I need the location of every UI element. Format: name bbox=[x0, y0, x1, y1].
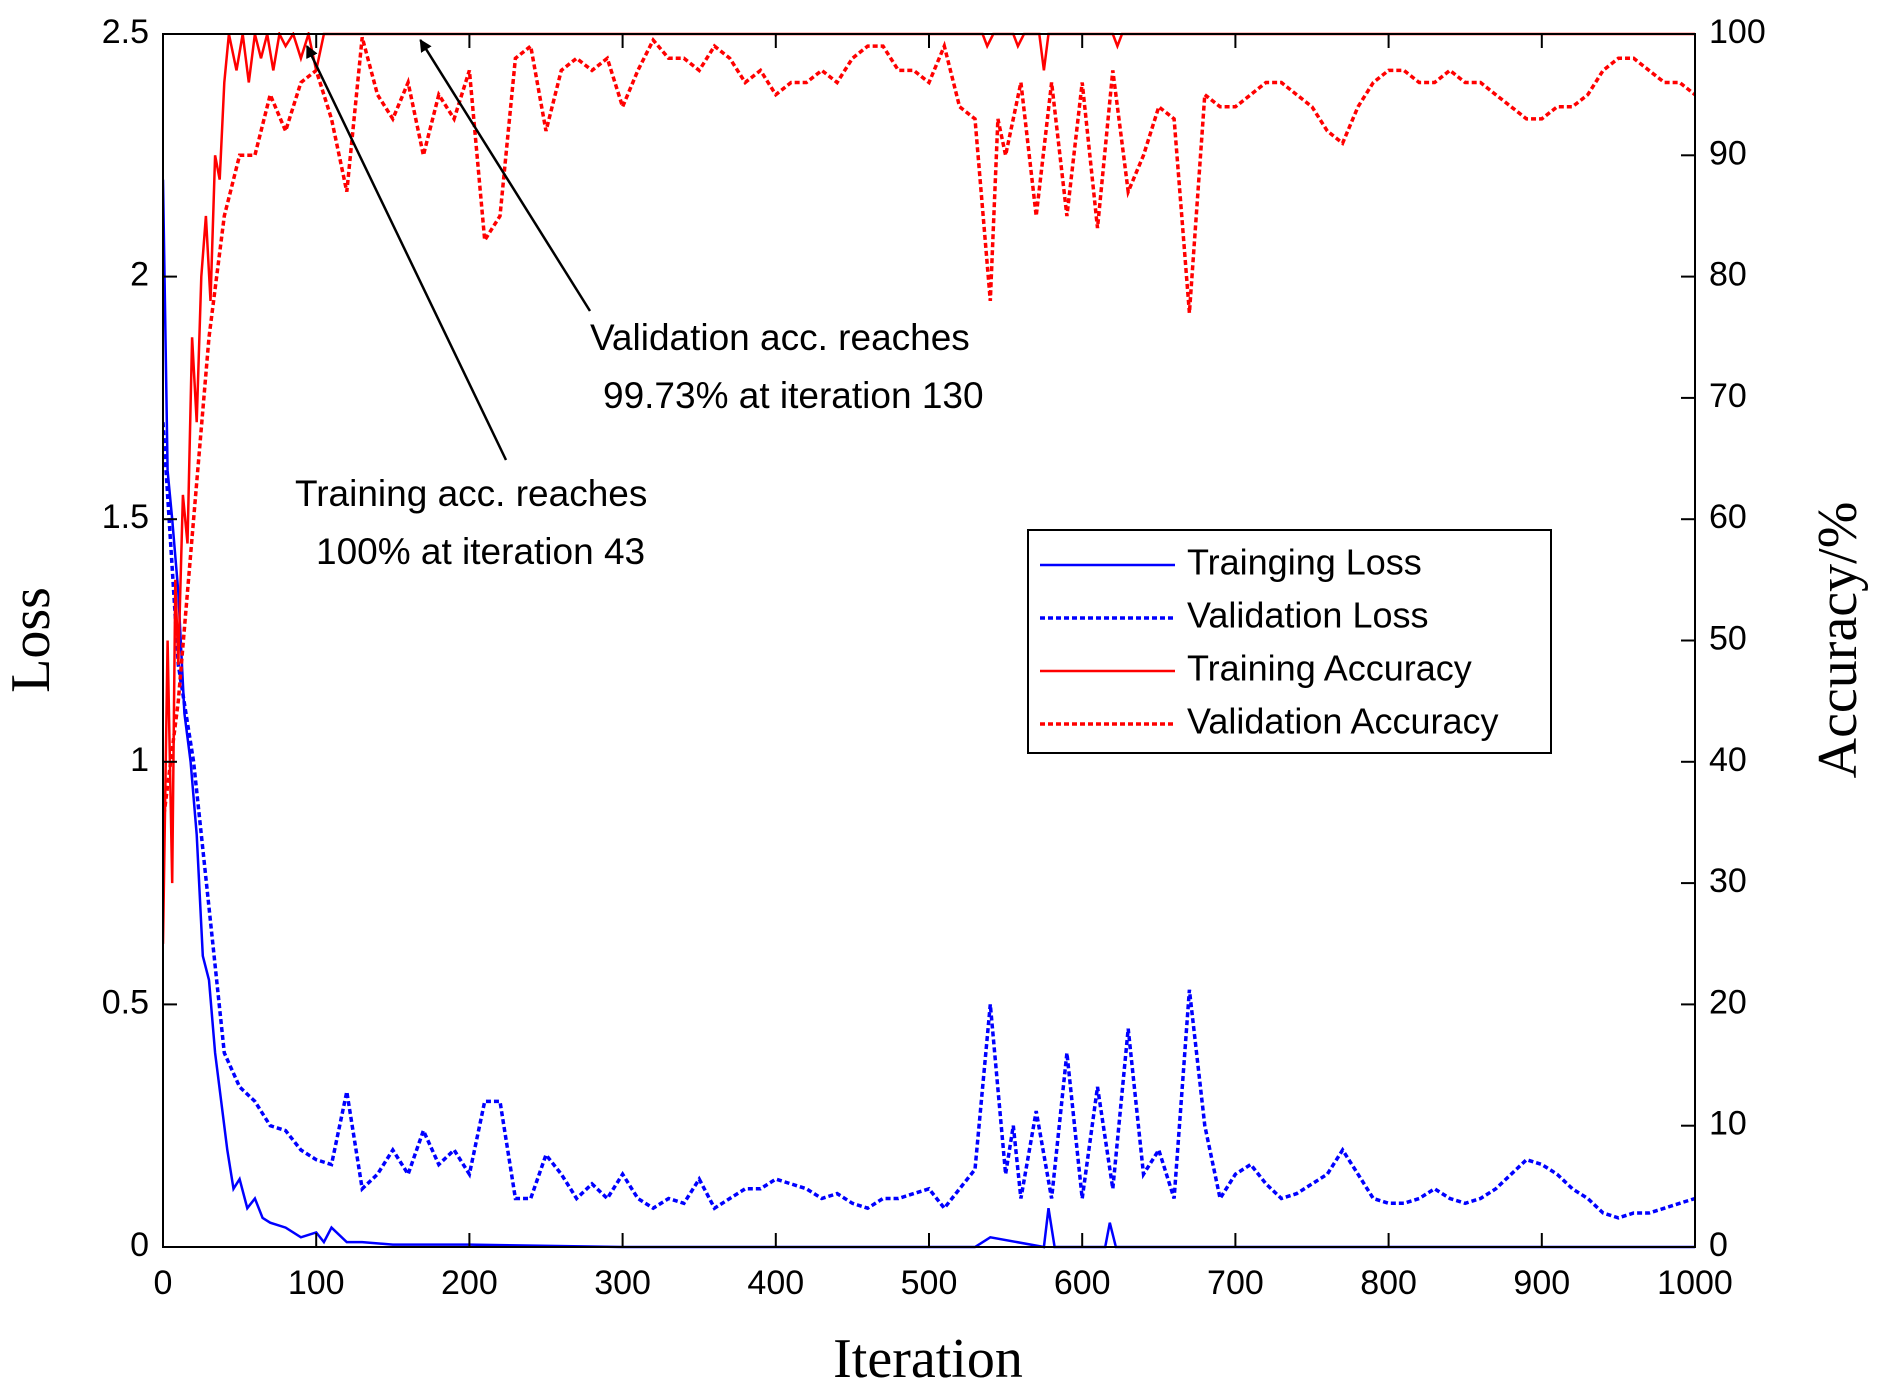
annotation-arrow bbox=[305, 45, 508, 461]
annotation-text: 99.73% at iteration 130 bbox=[603, 375, 984, 416]
y-tick-label: 2 bbox=[130, 256, 149, 294]
x-tick-label: 200 bbox=[441, 1264, 498, 1302]
series-line bbox=[163, 422, 1695, 1220]
x-tick-label: 300 bbox=[594, 1264, 651, 1302]
x-tick-label: 0 bbox=[154, 1264, 173, 1302]
y2-tick-label: 20 bbox=[1709, 983, 1747, 1021]
legend-label: Validation Loss bbox=[1187, 595, 1429, 636]
x-tick-label: 400 bbox=[747, 1264, 804, 1302]
y-tick-label: 1 bbox=[130, 741, 149, 779]
y-tick-label: 0 bbox=[130, 1226, 149, 1264]
x-tick-label: 800 bbox=[1360, 1264, 1417, 1302]
y2-axis-label: Accuracy/% bbox=[1807, 502, 1869, 779]
y2-tick-label: 100 bbox=[1709, 13, 1766, 51]
y2-tick-label: 10 bbox=[1709, 1105, 1747, 1143]
y-tick-label: 1.5 bbox=[102, 498, 149, 536]
y2-tick-label: 80 bbox=[1709, 256, 1747, 294]
y-tick-label: 0.5 bbox=[102, 983, 149, 1021]
y-tick-label: 2.5 bbox=[102, 13, 149, 51]
y2-tick-label: 50 bbox=[1709, 619, 1747, 657]
legend-box bbox=[1027, 529, 1552, 754]
x-tick-label: 500 bbox=[901, 1264, 958, 1302]
y2-tick-label: 0 bbox=[1709, 1226, 1728, 1264]
annotation-text: Validation acc. reaches bbox=[590, 317, 970, 358]
legend-label: Trainging Loss bbox=[1187, 542, 1422, 583]
y2-tick-label: 60 bbox=[1709, 498, 1747, 536]
x-tick-label: 600 bbox=[1054, 1264, 1111, 1302]
x-axis-label: Iteration bbox=[833, 1328, 1023, 1390]
y2-tick-label: 40 bbox=[1709, 741, 1747, 779]
y-axis-label: Loss bbox=[0, 587, 62, 693]
annotation-arrow bbox=[419, 39, 592, 312]
x-tick-label: 900 bbox=[1513, 1264, 1570, 1302]
series-line bbox=[163, 32, 1695, 944]
x-tick-label: 100 bbox=[288, 1264, 345, 1302]
y2-tick-label: 70 bbox=[1709, 377, 1747, 415]
x-tick-label: 700 bbox=[1207, 1264, 1264, 1302]
annotation-text: Training acc. reaches bbox=[295, 473, 647, 514]
y2-tick-label: 30 bbox=[1709, 862, 1747, 900]
annotation-text: 100% at iteration 43 bbox=[316, 531, 645, 572]
y2-tick-label: 90 bbox=[1709, 134, 1747, 172]
legend-label: Training Accuracy bbox=[1187, 648, 1472, 689]
x-tick-label: 1000 bbox=[1657, 1264, 1733, 1302]
series-line bbox=[163, 36, 1695, 823]
legend-label: Validation Accuracy bbox=[1187, 701, 1499, 742]
